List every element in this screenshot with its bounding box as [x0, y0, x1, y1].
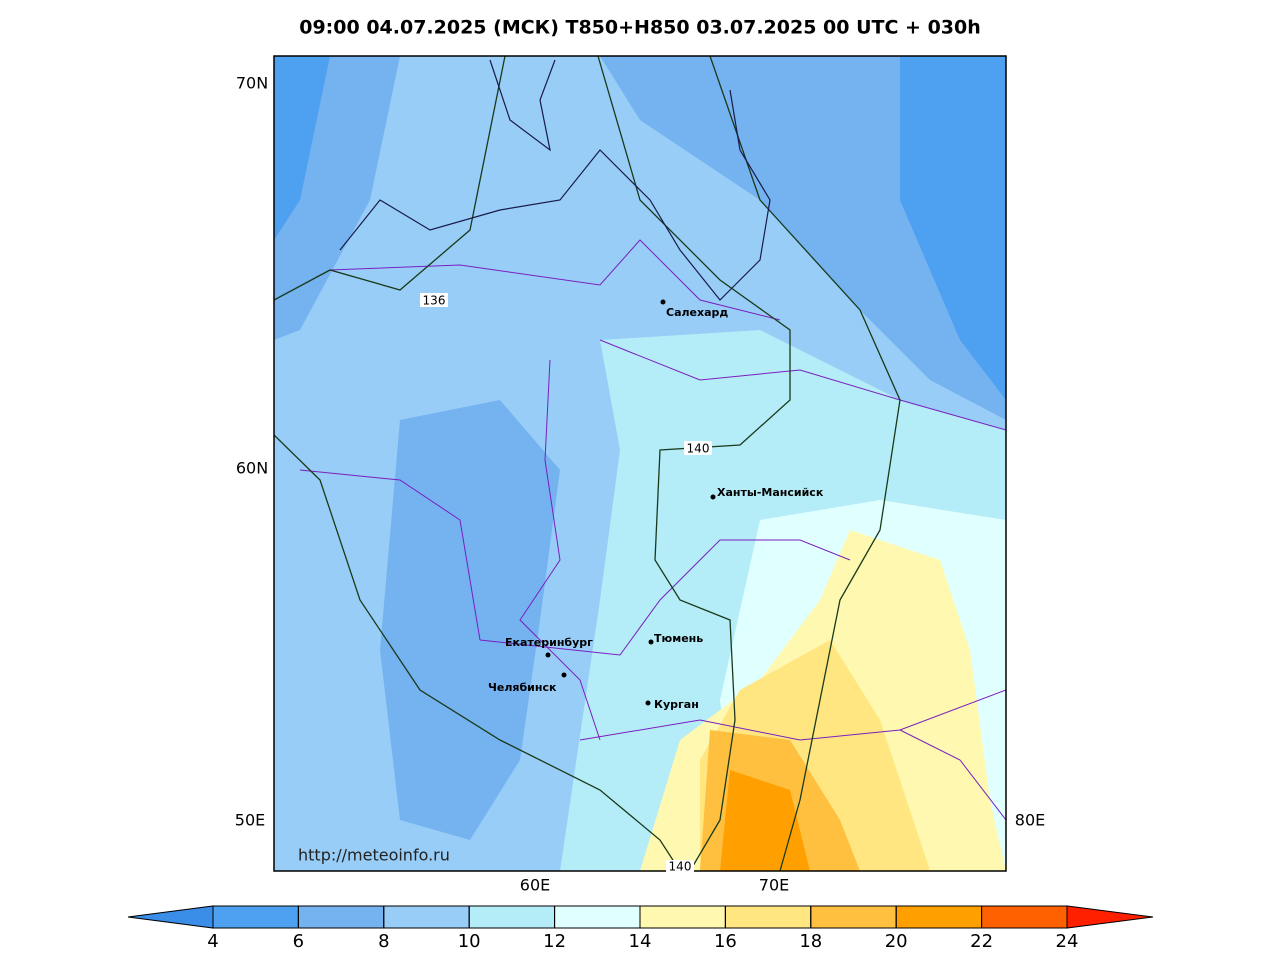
colorbar-box	[639, 905, 726, 929]
watermark: http://meteoinfo.ru	[298, 846, 450, 865]
colorbar-tick-label: 12	[543, 931, 566, 952]
lon-label: 50E	[235, 811, 265, 830]
colorbar-box	[810, 905, 897, 929]
city-label: Курган	[654, 698, 699, 711]
colorbar-extend-low	[127, 905, 214, 929]
city-label: Тюмень	[654, 632, 703, 645]
city-label: Челябинск	[488, 681, 557, 694]
lon-label: 70E	[759, 876, 789, 895]
colorbar-tick-label: 18	[799, 931, 822, 952]
title: 09:00 04.07.2025 (МСК) T850+H850 03.07.2…	[299, 17, 981, 39]
lon-label: 60E	[520, 876, 550, 895]
colorbar-box	[981, 905, 1068, 929]
colorbar-tick-label: 20	[885, 931, 908, 952]
lat-label: 70N	[236, 74, 268, 93]
contour-label: 136	[423, 294, 446, 308]
colorbar-box	[724, 905, 812, 929]
map-frame	[273, 55, 1007, 872]
colorbar-tick-label: 8	[378, 931, 389, 952]
cities: Салехард Ханты-Мансийск Тюмень Екатеринб…	[488, 299, 824, 711]
colorbar-box	[895, 905, 983, 929]
colorbar-box	[554, 905, 641, 929]
city-label: Екатеринбург	[505, 636, 593, 649]
city-label: Салехард	[666, 306, 728, 319]
colorbar-box	[212, 905, 299, 929]
colorbar-tick-label: 4	[207, 931, 218, 952]
colorbar-box	[297, 905, 385, 929]
lon-label: 80E	[1015, 811, 1045, 830]
colorbar-box	[383, 905, 470, 929]
colorbar-tick-label: 6	[293, 931, 304, 952]
city-label: Ханты-Мансийск	[717, 486, 824, 499]
colorbar-box	[468, 905, 556, 929]
contour-label: 140	[669, 860, 692, 874]
colorbar-tick-label: 16	[714, 931, 737, 952]
colorbar-tick-label: 24	[1056, 931, 1079, 952]
map	[274, 56, 1006, 871]
contour-label: 140	[687, 442, 710, 456]
lat-label: 60N	[236, 459, 268, 478]
colorbar-tick-label: 22	[970, 931, 993, 952]
colorbar: 4 6 8 10 12 14 16 18 20 22 24	[127, 905, 1154, 952]
colorbar-tick-label: 10	[458, 931, 481, 952]
colorbar-tick-label: 14	[629, 931, 652, 952]
colorbar-extend-high	[1066, 905, 1154, 929]
